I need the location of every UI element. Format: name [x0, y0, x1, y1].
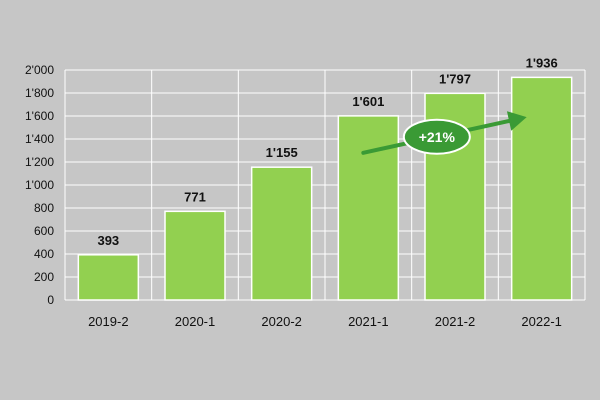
bar-2022-1	[510, 76, 573, 301]
x-tick-label: 2020-2	[261, 314, 301, 329]
bar-2020-1	[164, 210, 226, 301]
data-label: 1'797	[439, 71, 471, 86]
growth-annotation: +21%	[361, 111, 527, 155]
growth-badge-label: +21%	[419, 129, 456, 145]
y-tick-label: 800	[34, 201, 54, 215]
y-axis: 0 200 400 600 800 1'000 1'200 1'400 1'600 1'800 2'…	[25, 63, 54, 307]
y-tick-label: 1'800	[25, 86, 54, 100]
y-tick-label: 1'400	[25, 132, 54, 146]
y-tick-label: 0	[47, 293, 54, 307]
y-tick-label: 2'000	[25, 63, 54, 77]
bar-2021-1	[337, 115, 400, 301]
data-labels: 393 771 1'155 1'601 1'797 1'936	[97, 55, 557, 247]
growth-badge	[402, 118, 471, 155]
data-label: 393	[97, 233, 119, 248]
data-label: 1'936	[526, 55, 558, 70]
y-tick-label: 600	[34, 224, 54, 238]
grid-lines	[64, 69, 586, 301]
data-label: 1'601	[352, 94, 384, 109]
y-tick-label: 1'200	[25, 155, 54, 169]
y-tick-label: 400	[34, 247, 54, 261]
y-tick-label: 200	[34, 270, 54, 284]
x-axis: 2019-2 2020-1 2020-2 2021-1 2021-2 2022-1	[88, 314, 562, 329]
data-label: 1'155	[266, 145, 298, 160]
bar-2020-2	[250, 166, 313, 301]
bar-2019-2	[77, 254, 140, 301]
growth-arrow-head	[506, 111, 527, 131]
y-tick-label: 1'600	[25, 109, 54, 123]
x-tick-label: 2022-1	[521, 314, 561, 329]
x-tick-label: 2021-2	[435, 314, 475, 329]
x-tick-label: 2020-1	[175, 314, 215, 329]
y-tick-label: 1'000	[25, 178, 54, 192]
x-tick-label: 2021-1	[348, 314, 388, 329]
data-label: 771	[184, 189, 206, 204]
x-tick-label: 2019-2	[88, 314, 128, 329]
